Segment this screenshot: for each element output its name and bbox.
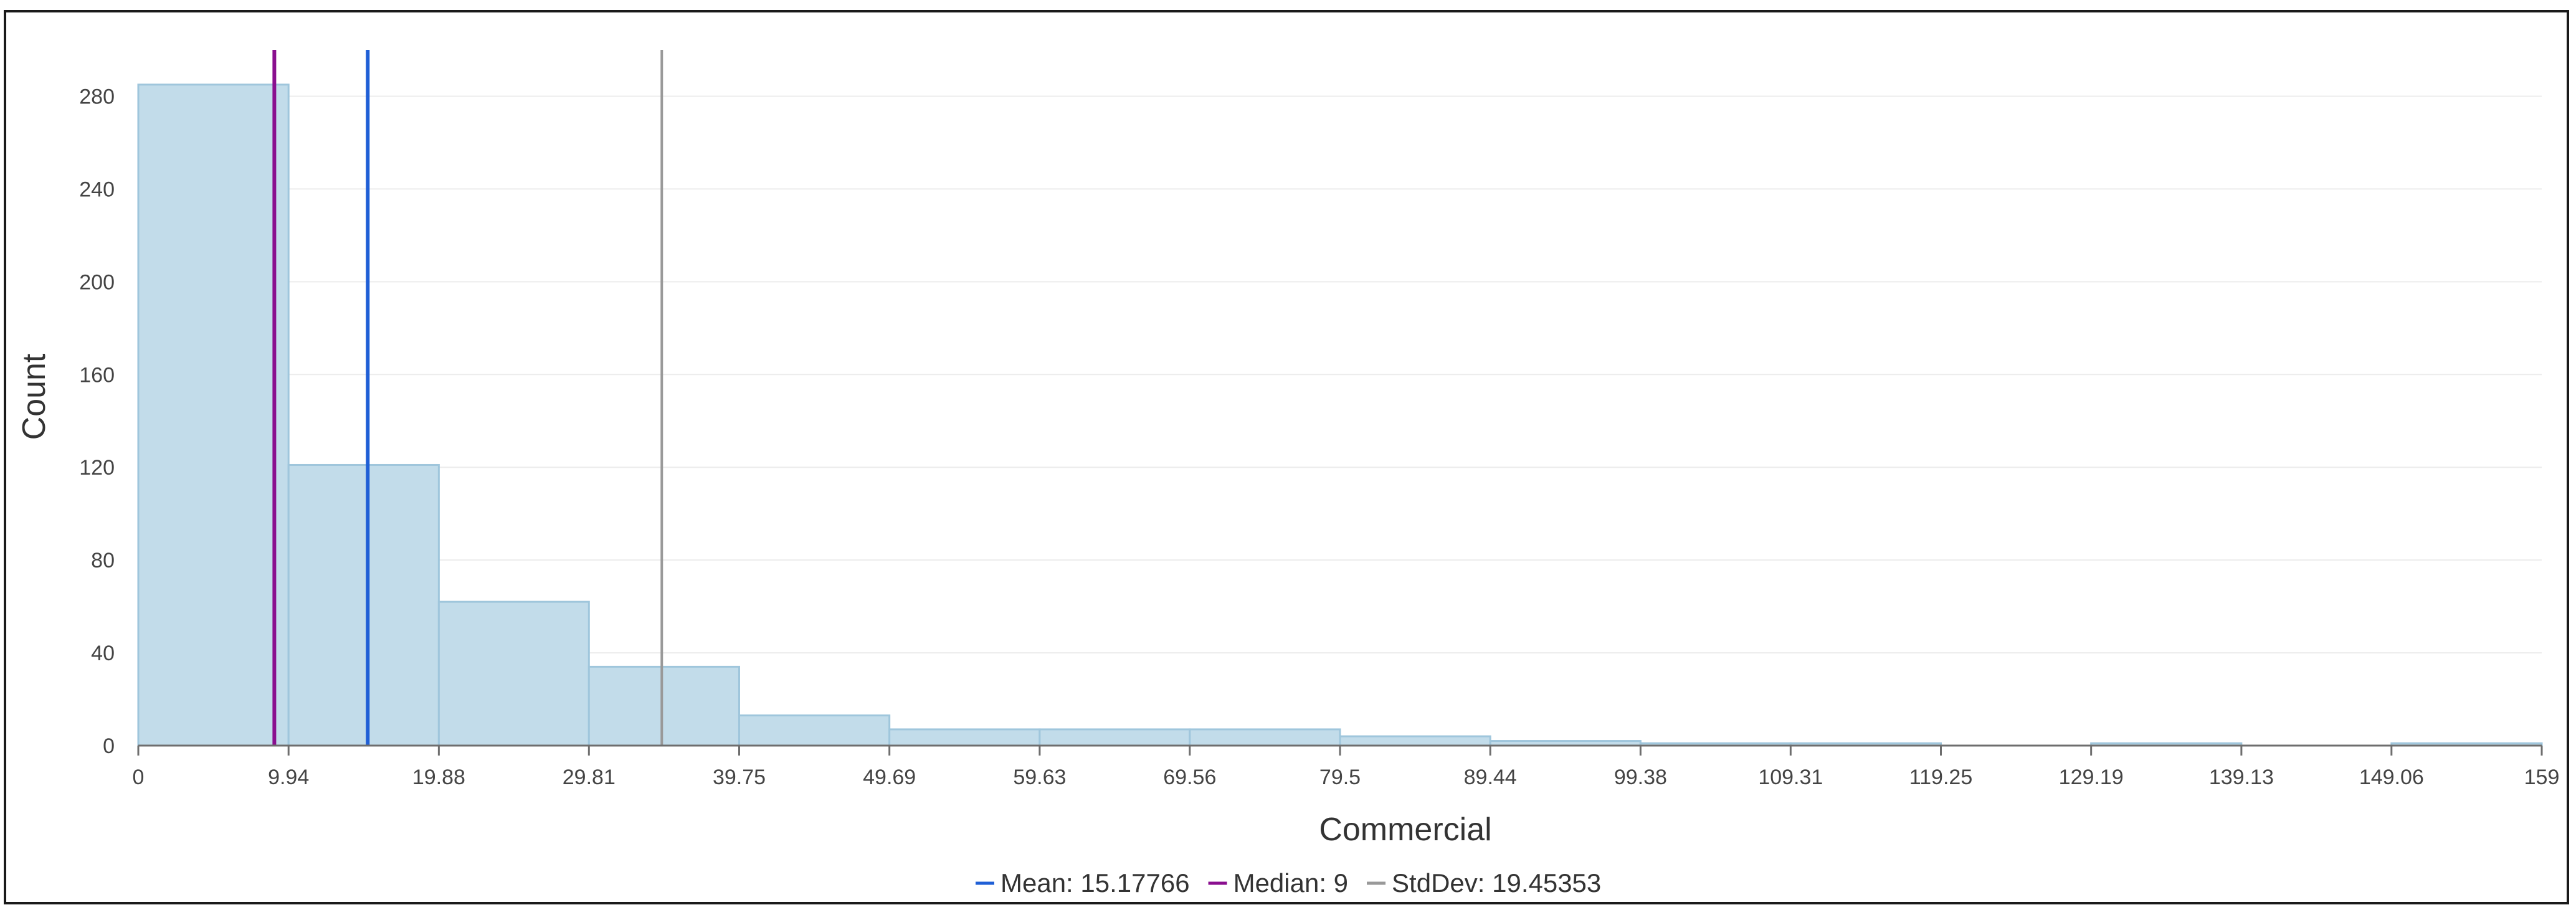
y-tick-label: 40 xyxy=(91,642,115,665)
x-tick-label: 49.69 xyxy=(863,766,916,789)
histogram-bar xyxy=(1038,728,1191,747)
histogram-bar xyxy=(287,463,440,747)
y-tick-label: 200 xyxy=(79,270,115,294)
x-tick-labels: 0 9.94 19.88 29.81 39.75 49.69 59.63 69.56 79.5 8… xyxy=(133,766,2560,789)
x-tick-label: 39.75 xyxy=(713,766,766,789)
x-tick-label: 159 xyxy=(2524,766,2560,789)
histogram-bar xyxy=(738,714,891,747)
x-tick-label: 59.63 xyxy=(1013,766,1066,789)
legend: Mean: 15.17766 Median: 9 StdDev: 19.45353 xyxy=(976,868,1601,898)
legend-item-median: Median: 9 xyxy=(1233,868,1348,898)
x-tick-label: 29.81 xyxy=(563,766,615,789)
histogram-bar xyxy=(1189,728,1341,747)
y-axis-title: Count xyxy=(16,353,52,440)
grid-lines xyxy=(138,95,2542,654)
x-tick-label: 99.38 xyxy=(1614,766,1667,789)
x-tick-label: 89.44 xyxy=(1464,766,1517,789)
histogram-bars xyxy=(137,83,2543,747)
x-tick-label: 139.13 xyxy=(2209,766,2274,789)
axes xyxy=(137,744,2543,756)
y-tick-label: 0 xyxy=(103,734,115,758)
chart-frame xyxy=(4,10,2569,904)
x-tick-label: 129.19 xyxy=(2059,766,2124,789)
histogram-bar xyxy=(888,728,1041,747)
x-tick-label: 9.94 xyxy=(268,766,309,789)
y-tick-label: 80 xyxy=(91,549,115,572)
histogram-bar xyxy=(437,600,590,747)
y-tick-label: 160 xyxy=(79,363,115,387)
y-tick-label: 120 xyxy=(79,456,115,480)
y-tick-label: 280 xyxy=(79,85,115,108)
x-tick-label: 69.56 xyxy=(1163,766,1216,789)
x-axis-title: Commercial xyxy=(1319,812,1491,848)
x-tick-label: 119.25 xyxy=(1909,766,1972,789)
legend-item-mean: Mean: 15.17766 xyxy=(1000,868,1190,898)
reference-lines xyxy=(272,50,663,746)
x-tick-label: 109.31 xyxy=(1758,766,1823,789)
x-tick-label: 19.88 xyxy=(412,766,465,789)
x-tick-label: 79.5 xyxy=(1319,766,1361,789)
histogram-bar xyxy=(137,83,290,747)
y-tick-labels: 0 40 80 120 160 200 240 280 xyxy=(79,85,115,758)
histogram-bar xyxy=(1339,735,1491,747)
y-tick-label: 240 xyxy=(79,178,115,201)
legend-item-stddev: StdDev: 19.45353 xyxy=(1392,868,1601,898)
x-tick-label: 149.06 xyxy=(2359,766,2424,789)
histogram-bar xyxy=(587,665,740,747)
x-tick-label: 0 xyxy=(133,766,145,789)
